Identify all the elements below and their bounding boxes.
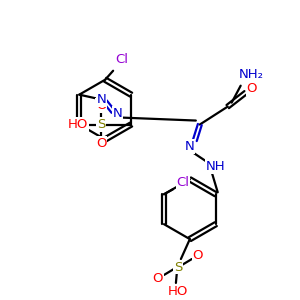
Text: HO: HO	[68, 118, 88, 131]
Text: HO: HO	[168, 285, 188, 298]
Text: NH₂: NH₂	[239, 68, 264, 81]
Text: N: N	[96, 93, 106, 106]
Text: Cl: Cl	[176, 176, 189, 189]
Text: Cl: Cl	[116, 53, 129, 66]
Text: O: O	[96, 137, 106, 150]
Text: NH: NH	[206, 160, 226, 173]
Text: N: N	[112, 107, 122, 120]
Text: S: S	[97, 118, 105, 131]
Text: N: N	[185, 140, 195, 153]
Text: O: O	[246, 82, 257, 95]
Text: O: O	[153, 272, 163, 286]
Text: O: O	[96, 99, 106, 112]
Text: O: O	[193, 249, 203, 262]
Text: S: S	[174, 260, 182, 274]
